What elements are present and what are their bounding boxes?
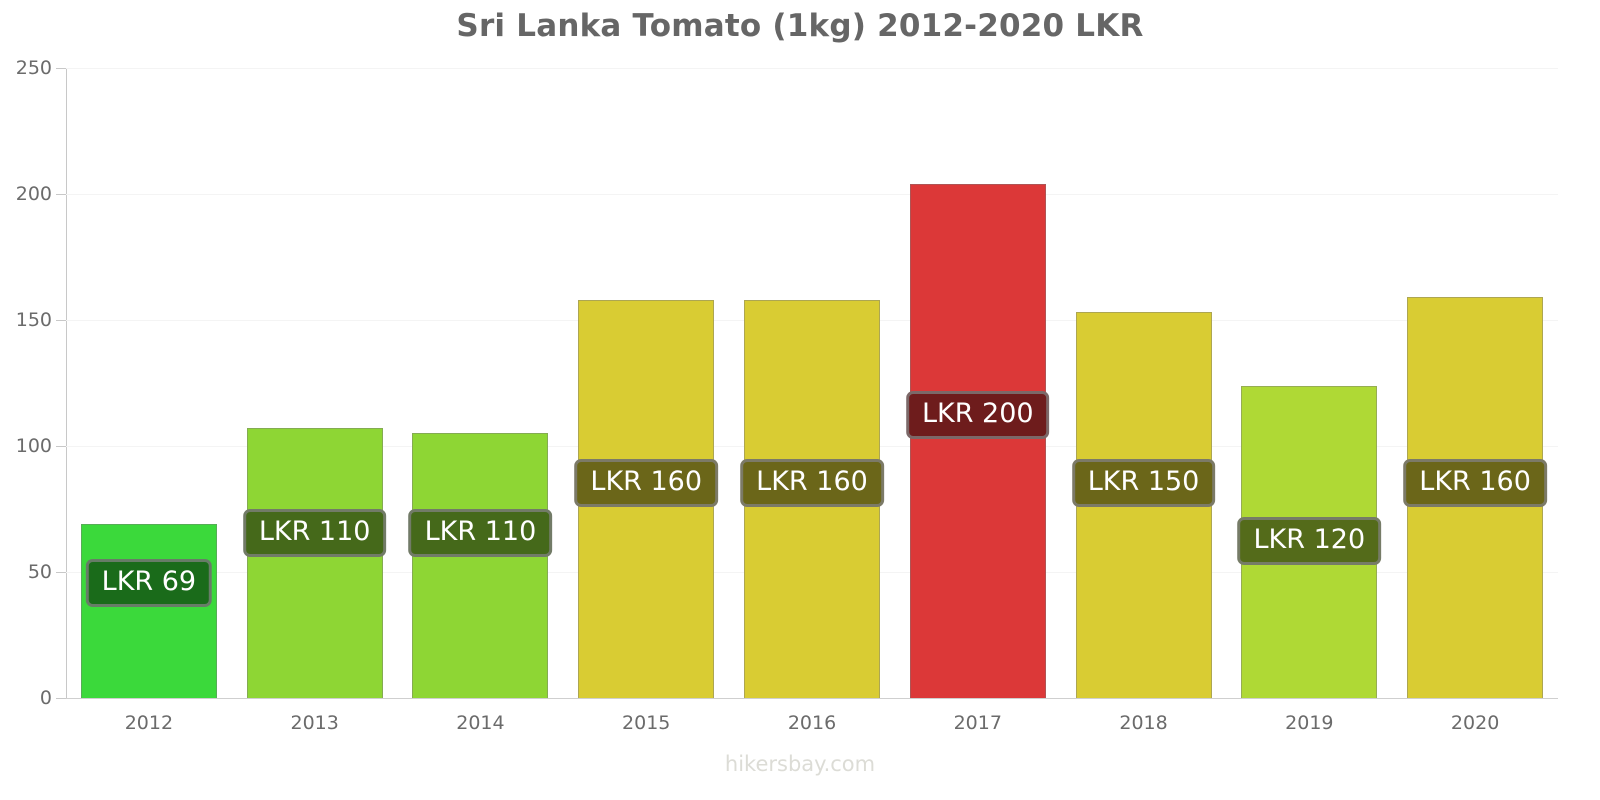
y-axis-tick-label: 50 [27,561,52,583]
footer-watermark: hikersbay.com [724,752,876,776]
x-axis-tick-label-2015: 2015 [622,712,671,734]
gridline [66,68,1558,69]
data-label-2014: LKR 110 [408,509,553,557]
x-axis-tick-label-2019: 2019 [1285,712,1334,734]
chart-title: Sri Lanka Tomato (1kg) 2012-2020 LKR [456,8,1144,44]
y-axis-tick-label: 0 [39,687,52,709]
data-label-2020: LKR 160 [1403,458,1547,507]
y-axis-tick-mark [56,698,66,699]
y-axis-tick-mark [56,572,66,573]
x-axis-tick-label-2017: 2017 [953,712,1002,734]
data-label-2016: LKR 160 [740,458,884,507]
data-label-2015: LKR 160 [574,458,719,507]
gridline [66,194,1558,195]
y-axis-tick-label: 150 [15,309,52,331]
data-label-2017: LKR 200 [905,390,1050,439]
y-axis-line [66,68,67,699]
data-label-2012: LKR 69 [85,559,213,608]
y-axis-tick-mark [56,194,66,195]
x-axis-tick-label-2016: 2016 [787,712,837,734]
x-axis-tick-label-2012: 2012 [124,712,174,734]
x-axis-tick-label-2014: 2014 [456,712,505,734]
y-axis-tick-mark [56,68,66,69]
x-axis-tick-label-2013: 2013 [290,712,339,734]
data-label-2018: LKR 150 [1071,458,1216,507]
data-label-2019: LKR 120 [1237,516,1382,565]
y-axis-tick-label: 100 [15,435,52,457]
data-label-2013: LKR 110 [242,509,387,557]
y-axis-tick-label: 200 [15,183,52,205]
bar-2012[interactable] [80,524,217,698]
y-axis-tick-mark [56,320,66,321]
x-axis-tick-label-2020: 2020 [1450,712,1500,734]
bar-2014[interactable] [412,433,549,698]
bar-2013[interactable] [246,428,383,698]
bar-2017[interactable] [909,183,1046,698]
y-axis-tick-mark [56,446,66,447]
x-axis-tick-label-2018: 2018 [1119,712,1168,734]
y-axis-tick-label: 250 [15,57,52,79]
plot-area: LKR 69 LKR 110 LKR 110 LKR 160 LKR 160 LKR 20… [66,68,1558,699]
gridline [66,698,1558,699]
